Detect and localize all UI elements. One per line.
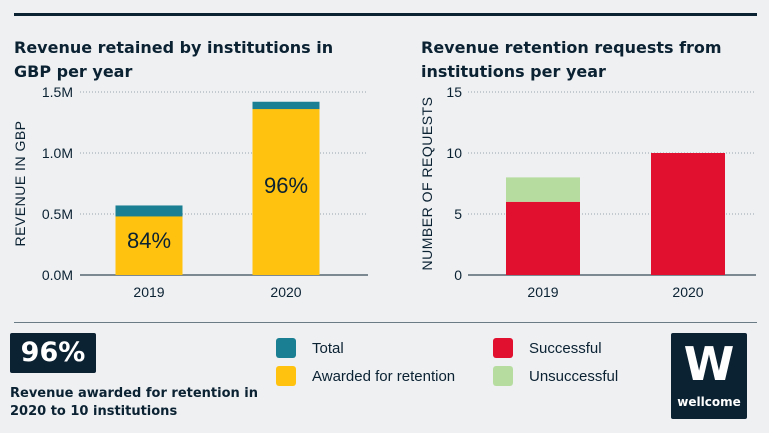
legend-label-unsuccessful: Unsuccessful: [529, 367, 619, 385]
bar-awarded-for-retention-2019: [115, 216, 183, 275]
legend-swatch-total: [276, 338, 296, 358]
kpi-value: 96%: [10, 333, 96, 373]
legend-label-successful: Successful: [529, 339, 602, 357]
kpi-caption: Revenue awarded for retention in 2020 to…: [10, 386, 259, 419]
y-tick-label: 15: [446, 84, 462, 100]
requests-chart: 0 5 10 15 NUMBER OF REQUESTS 2019 2020: [419, 84, 756, 300]
legend-item-awarded: Awarded for retention: [276, 365, 455, 387]
y-tick-label: 10: [446, 145, 462, 161]
wellcome-logo: W wellcome: [671, 333, 747, 419]
section-divider: [14, 322, 757, 323]
revenue-chart: 0.0M 0.5M 1.0M 1.5M REVENUE IN GBP 84% 2019 96%…: [12, 84, 368, 300]
y-axis-label: REVENUE IN GBP: [12, 120, 28, 246]
bar-data-label: 84%: [127, 228, 171, 253]
bar-successful-2020: [651, 153, 725, 275]
y-axis-label: NUMBER OF REQUESTS: [419, 97, 435, 271]
bar-successful-2019: [506, 201, 580, 275]
y-tick-label: 5: [454, 206, 462, 222]
legend-item-total: Total: [276, 337, 344, 359]
legend-label-awarded: Awarded for retention: [312, 367, 456, 385]
x-tick-label: 2020: [270, 284, 301, 300]
legend-item-successful: Successful: [493, 337, 602, 359]
legend-label-total: Total: [312, 339, 344, 357]
x-tick-label: 2020: [672, 284, 703, 300]
y-tick-label: 1.5M: [42, 84, 73, 100]
logo-wordmark: wellcome: [677, 395, 741, 409]
x-tick-label: 2019: [133, 284, 164, 300]
y-tick-label: 0.5M: [42, 206, 73, 222]
legend-swatch-awarded: [276, 366, 296, 386]
chart-2-title: Revenue retention requests from institut…: [421, 38, 722, 81]
bar-data-label: 96%: [264, 173, 308, 198]
y-tick-label: 0.0M: [42, 267, 73, 283]
x-tick-label: 2019: [527, 284, 558, 300]
legend-swatch-unsuccessful: [493, 366, 513, 386]
logo-mark: W: [683, 337, 735, 391]
top-divider: [14, 13, 757, 16]
legend-item-unsuccessful: Unsuccessful: [493, 365, 618, 387]
bar-awarded-for-retention-2020: [252, 109, 320, 275]
y-tick-label: 0: [454, 267, 462, 283]
legend-swatch-successful: [493, 338, 513, 358]
chart-1-title: Revenue retained by institutions in GBP …: [14, 38, 334, 81]
y-tick-label: 1.0M: [42, 145, 73, 161]
bar-unsuccessful-2019: [506, 177, 580, 202]
